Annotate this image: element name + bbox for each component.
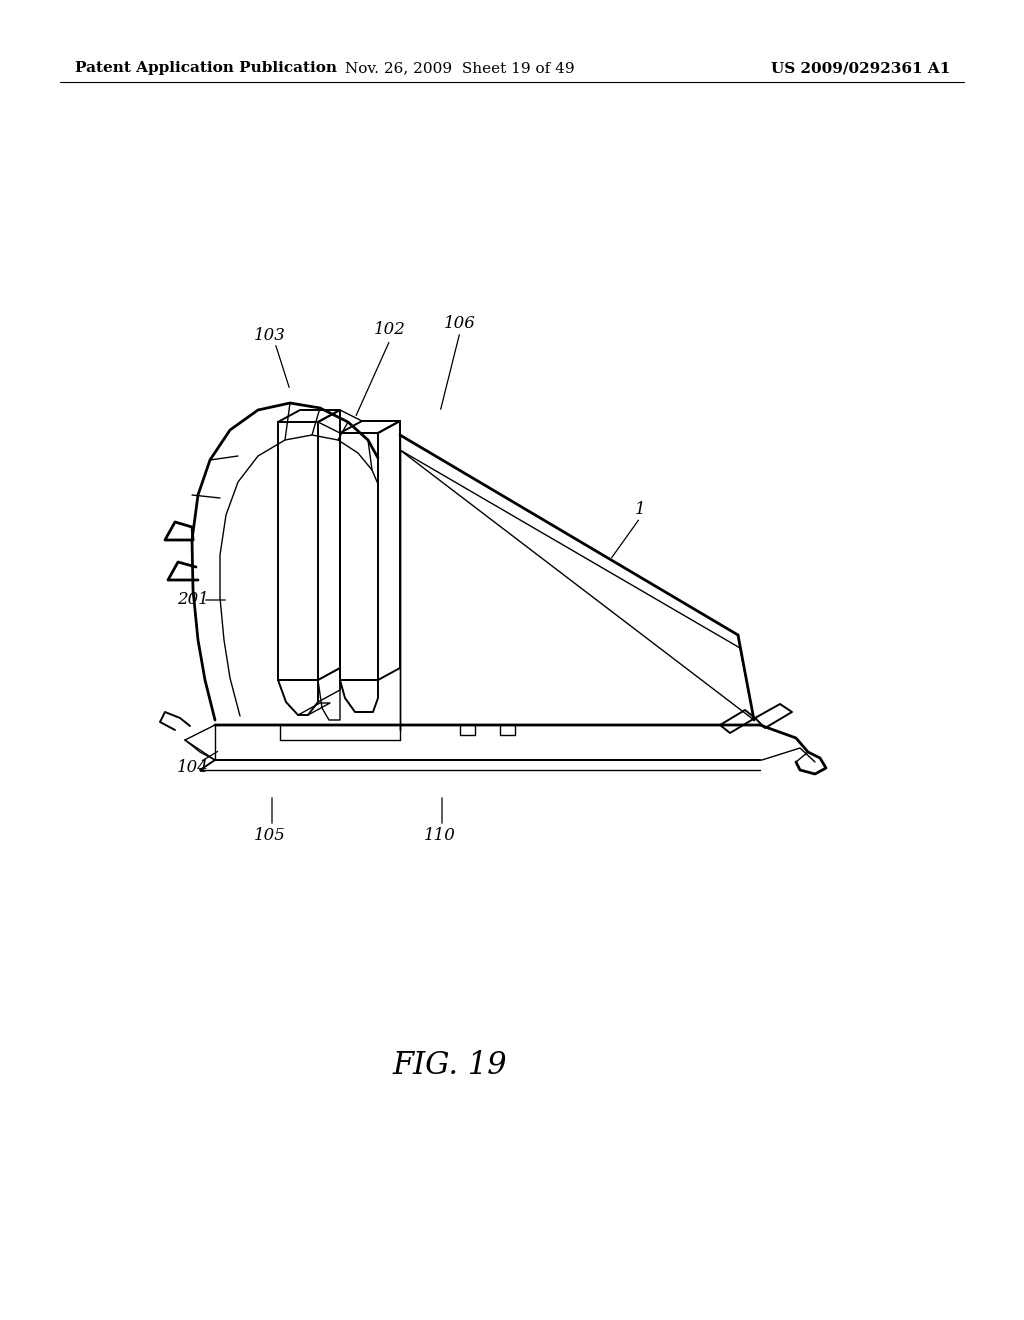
Text: US 2009/0292361 A1: US 2009/0292361 A1 bbox=[771, 61, 950, 75]
Text: Nov. 26, 2009  Sheet 19 of 49: Nov. 26, 2009 Sheet 19 of 49 bbox=[345, 61, 574, 75]
Text: 1: 1 bbox=[635, 502, 645, 519]
Text: Patent Application Publication: Patent Application Publication bbox=[75, 61, 337, 75]
Text: 103: 103 bbox=[254, 326, 286, 343]
Text: 110: 110 bbox=[424, 826, 456, 843]
Text: 105: 105 bbox=[254, 826, 286, 843]
Text: 106: 106 bbox=[444, 314, 476, 331]
Text: 102: 102 bbox=[374, 322, 406, 338]
Text: 104: 104 bbox=[177, 759, 209, 776]
Text: 201: 201 bbox=[177, 591, 209, 609]
Text: FIG. 19: FIG. 19 bbox=[392, 1049, 507, 1081]
